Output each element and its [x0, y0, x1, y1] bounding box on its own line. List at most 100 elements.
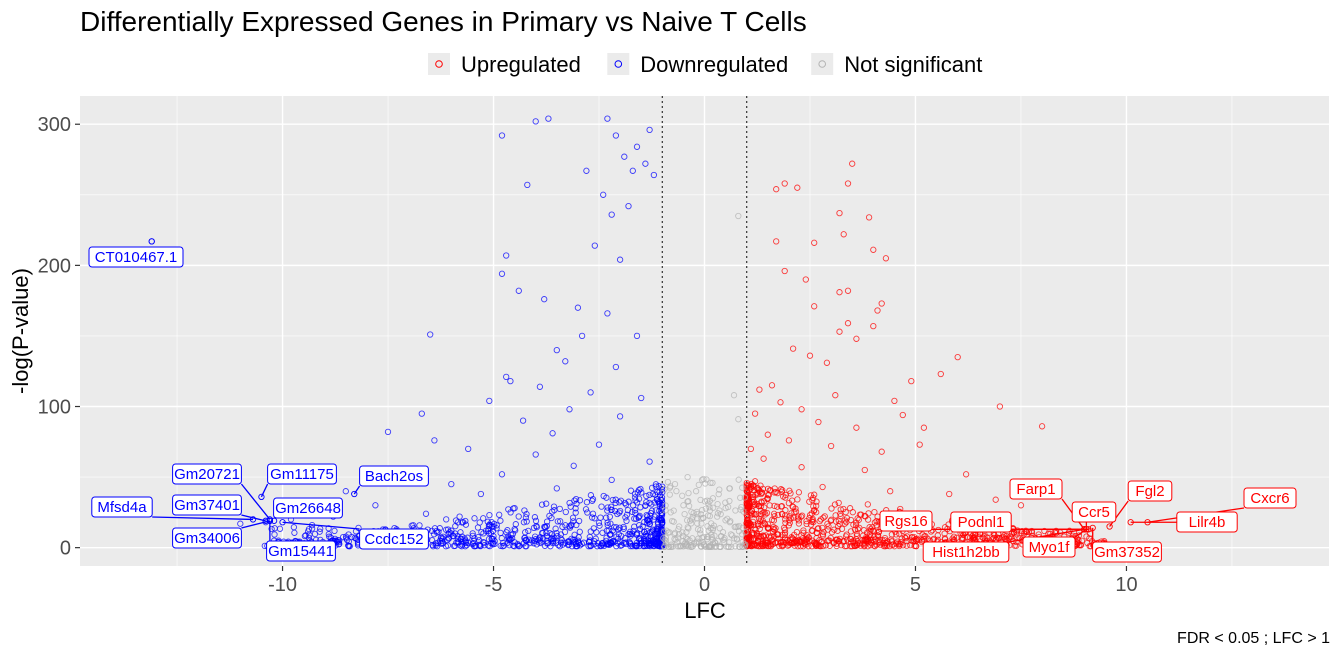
up-cloud-point	[843, 514, 851, 522]
up-cloud-point	[747, 512, 754, 519]
up-point-25	[996, 403, 1004, 410]
ns-point-14	[718, 533, 725, 540]
down-cloud-point	[647, 510, 655, 517]
down-cloud-point	[625, 498, 632, 505]
up-cloud-point	[864, 501, 871, 508]
up-point-53	[819, 483, 826, 491]
down-point-51	[608, 476, 615, 484]
down-point-28	[553, 346, 560, 354]
up-point-31	[768, 382, 776, 389]
up-point-26	[1038, 423, 1046, 430]
up-cloud-point	[761, 520, 769, 528]
up-cloud-point	[836, 535, 843, 543]
up-tail-point	[999, 534, 1006, 541]
down-cloud-point	[652, 481, 660, 488]
legend-key-symbol	[435, 60, 443, 68]
up-cloud-point	[774, 503, 781, 510]
up-cloud-point	[856, 511, 864, 518]
gene-label-gm37352: Gm37352	[1089, 524, 1162, 563]
down-cloud-point	[471, 515, 478, 522]
up-cloud-point	[808, 510, 815, 517]
ns-cloud-point	[695, 535, 702, 542]
up-cloud-point	[755, 522, 762, 529]
down-cloud-point	[631, 523, 638, 530]
chart-title: Differentially Expressed Genes in Primar…	[80, 6, 807, 37]
up-cloud-point	[768, 516, 776, 523]
ns-cloud-point	[662, 507, 669, 514]
gene-label-gm20721: Gm20721	[172, 463, 274, 523]
down-cloud-point	[543, 529, 550, 536]
down-cloud-point	[651, 513, 658, 520]
ns-cloud-point	[716, 543, 723, 551]
gene-label-gm15441: Gm15441	[266, 517, 336, 562]
down-cloud-point	[428, 527, 436, 535]
ns-cloud-point	[739, 538, 746, 546]
down-cloud-point	[598, 503, 605, 510]
down-cloud-point	[657, 526, 664, 533]
labeled-point	[249, 516, 257, 523]
ns-cloud-point	[707, 479, 714, 486]
down-cloud-point	[435, 528, 442, 536]
up-cloud-point	[757, 502, 765, 510]
up-tail-point	[824, 537, 831, 545]
down-point-19	[616, 256, 624, 263]
up-point-6	[840, 231, 847, 238]
up-tail-point	[1013, 531, 1021, 538]
labeled-point	[1083, 526, 1090, 533]
down-cloud-point	[539, 529, 546, 537]
down-tail-point	[485, 535, 493, 543]
down-cloud-point	[589, 510, 597, 517]
down-cloud-point	[509, 530, 517, 538]
down-cloud-point	[480, 538, 487, 546]
up-cloud-point	[1018, 527, 1026, 535]
up-point-3	[849, 160, 856, 167]
up-point-0	[781, 180, 788, 187]
down-tail-point	[571, 536, 578, 543]
ns-cloud-point	[735, 522, 743, 530]
ns-cloud-point	[742, 528, 749, 536]
down-tail-point	[549, 538, 556, 545]
up-cloud-point	[846, 505, 854, 512]
gene-label-box	[172, 494, 242, 516]
up-tail-point	[909, 534, 916, 541]
up-cloud-point	[1009, 530, 1016, 537]
gene-label-text: Rgs16	[884, 513, 927, 530]
up-cloud-point	[778, 503, 786, 510]
down-point-23	[427, 331, 434, 338]
down-point-14	[600, 191, 607, 198]
gene-label-box	[267, 463, 337, 485]
ns-cloud-point	[733, 535, 741, 542]
ns-cloud-point	[706, 507, 714, 514]
down-point-9	[642, 160, 649, 167]
down-tail-point	[505, 536, 512, 543]
down-point-37	[566, 406, 573, 413]
up-cloud-point	[746, 520, 753, 527]
up-cloud-point	[770, 510, 778, 517]
down-cloud-point	[604, 507, 611, 514]
down-cloud-point	[617, 497, 625, 504]
ns-cloud-point	[668, 517, 676, 525]
down-cloud-point	[562, 508, 569, 516]
ns-cloud-point	[715, 490, 722, 498]
up-tail-point	[844, 536, 851, 543]
up-point-48	[760, 455, 767, 462]
ns-cloud-point	[700, 533, 707, 541]
ns-cloud-point	[668, 543, 675, 551]
up-tail-point	[833, 536, 840, 544]
leader-line	[241, 520, 271, 529]
down-cloud-point	[553, 529, 560, 537]
up-cloud-point	[810, 503, 817, 510]
gene-label-box	[922, 541, 1010, 563]
ns-cloud-point	[697, 496, 704, 504]
labeled-point	[1089, 524, 1096, 532]
down-tail-point	[565, 538, 573, 546]
up-cloud-point	[750, 486, 758, 494]
gene-label-box	[172, 527, 242, 549]
up-point-2	[773, 186, 780, 193]
gene-label-box	[266, 540, 336, 562]
down-cloud-point	[607, 503, 615, 510]
ns-cloud-point	[674, 543, 681, 550]
down-point-46	[532, 451, 539, 458]
down-cloud-point	[648, 484, 656, 492]
up-cloud-point	[763, 509, 771, 517]
